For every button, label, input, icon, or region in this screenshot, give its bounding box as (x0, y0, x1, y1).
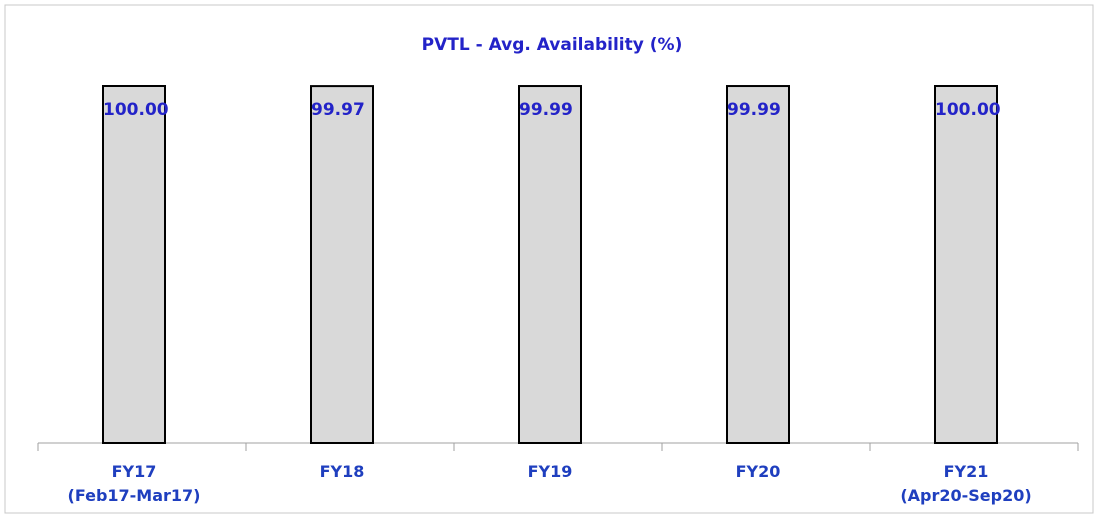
value-label: 99.99 (519, 100, 573, 120)
bar (310, 85, 374, 445)
bar (102, 85, 166, 444)
x-tick-label: FY17 (Feb17-Mar17) (67, 462, 201, 505)
bar (934, 85, 998, 444)
x-tick-label: FY19 (527, 462, 573, 481)
chart-title: PVTL - Avg. Availability (%) (422, 35, 683, 55)
value-label: 99.97 (311, 100, 365, 120)
bar (726, 85, 790, 444)
bar (518, 85, 582, 444)
x-tick-label: FY18 (319, 462, 365, 481)
x-tick-label: FY20 (735, 462, 781, 481)
value-label: 100.00 (935, 100, 1001, 120)
x-tick-label: FY21 (Apr20-Sep20) (900, 462, 1032, 505)
value-label: 99.99 (727, 100, 781, 120)
value-label: 100.00 (103, 100, 169, 120)
